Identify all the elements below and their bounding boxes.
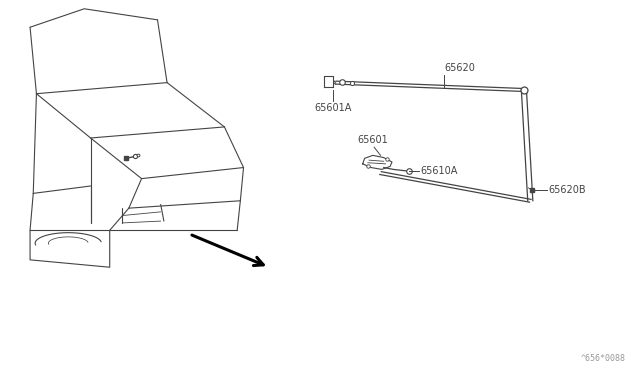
- Text: 65620B: 65620B: [548, 185, 586, 195]
- Text: 65620: 65620: [444, 63, 475, 73]
- Text: 65610A: 65610A: [420, 166, 458, 176]
- Text: ^656*0088: ^656*0088: [581, 354, 626, 363]
- Text: 65601A: 65601A: [314, 103, 351, 113]
- Text: 65601: 65601: [358, 135, 388, 145]
